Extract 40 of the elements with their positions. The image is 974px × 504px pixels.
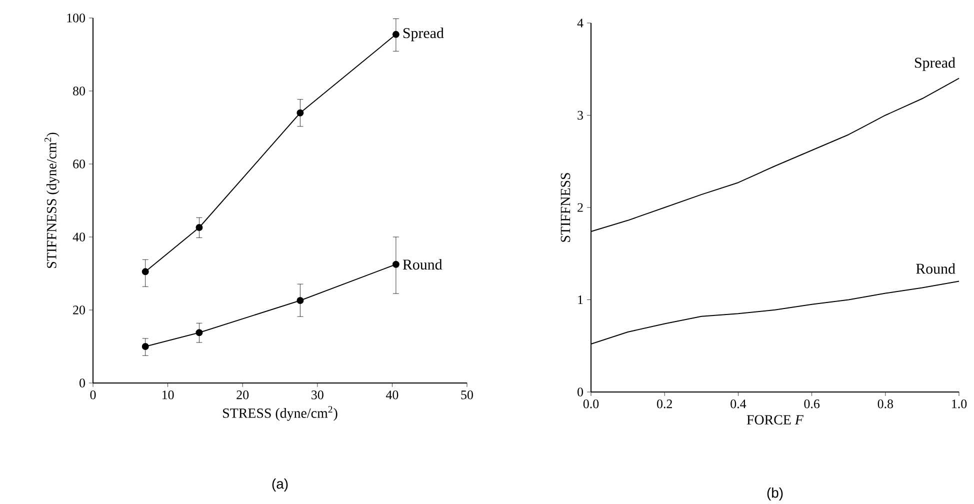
- x-tick-label: 0.8: [878, 400, 894, 408]
- point: [142, 343, 149, 350]
- y-tick-label: 2: [578, 203, 583, 212]
- text: (a): [272, 478, 288, 492]
- series-label: Spread: [403, 28, 444, 42]
- y-tick-label: 20: [73, 306, 86, 314]
- y-tick-label: 1: [578, 296, 583, 304]
- y-axis-title: STIFFNESS (dyne/cm$^{2}$): [44, 132, 60, 268]
- y-tick-label: 0: [80, 378, 86, 388]
- x-tick-label: 0.6: [804, 400, 820, 408]
- text: (b): [767, 488, 783, 501]
- point: [392, 31, 400, 38]
- point: [196, 224, 203, 232]
- x-tick-label: 20: [236, 390, 249, 400]
- x-tick-label: 30: [312, 390, 324, 400]
- y-tick-label: 40: [72, 232, 86, 242]
- x-tick-label: 40: [386, 390, 398, 400]
- x-tick-label: 0.0: [583, 400, 599, 408]
- point: [392, 260, 400, 268]
- y-tick-label: 3: [578, 110, 583, 120]
- y-tick-label: 80: [73, 86, 86, 96]
- point: [296, 297, 304, 304]
- y-tick-label: 100: [67, 14, 86, 22]
- y-tick-label: 4: [577, 18, 584, 28]
- series-label: Spread: [914, 57, 956, 71]
- x-tick-label: 0.2: [657, 400, 672, 408]
- x-axis-title: STRESS (dyne/cm$^{2}$): [223, 406, 338, 421]
- point: [142, 268, 149, 276]
- series-label: Round: [916, 263, 956, 274]
- x-tick-label: 0.4: [730, 400, 746, 408]
- x-tick-label: 50: [461, 390, 473, 400]
- x-tick-label: 1.0: [952, 400, 967, 408]
- point: [296, 109, 304, 116]
- point: [196, 329, 203, 336]
- y-tick-label: 60: [73, 160, 86, 168]
- x-tick-label: 0: [90, 390, 96, 400]
- y-axis-title: STIFFNESS: [560, 173, 570, 242]
- x-tick-label: 10: [162, 390, 174, 400]
- x-axis-title: FORCE F: [746, 415, 804, 425]
- series-label: Round: [402, 259, 442, 270]
